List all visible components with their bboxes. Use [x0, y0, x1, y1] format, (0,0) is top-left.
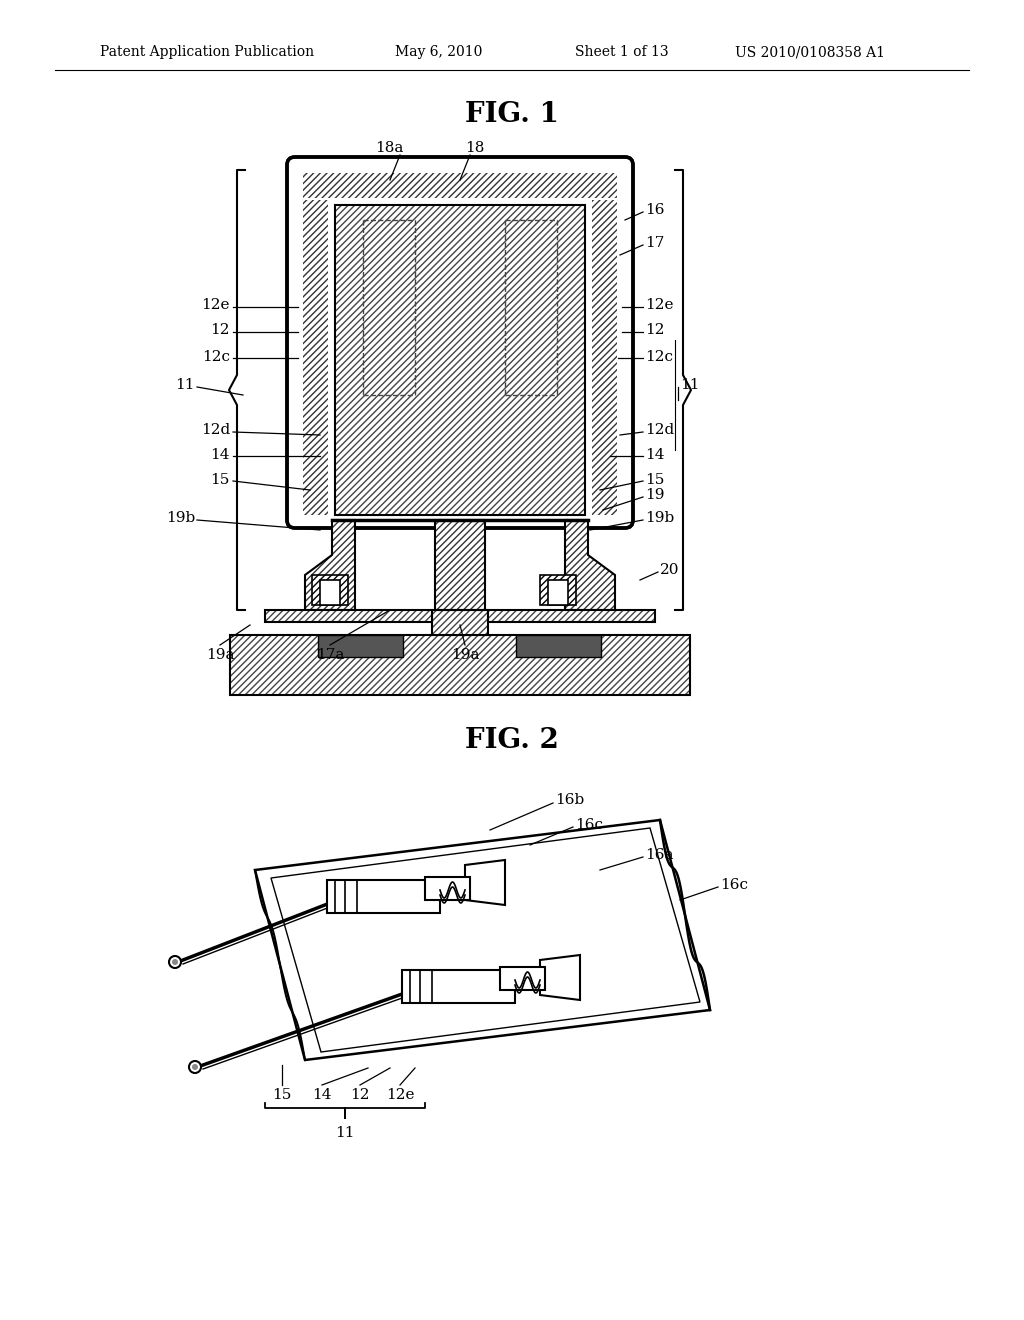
- Bar: [516, 635, 601, 657]
- Bar: [435, 520, 485, 610]
- Text: 12e: 12e: [386, 1088, 415, 1102]
- Text: 16b: 16b: [555, 793, 585, 807]
- Bar: [265, 610, 432, 622]
- Text: 19b: 19b: [166, 511, 195, 525]
- Polygon shape: [305, 520, 355, 610]
- Text: 16c: 16c: [720, 878, 748, 892]
- Text: US 2010/0108358 A1: US 2010/0108358 A1: [735, 45, 885, 59]
- Text: 15: 15: [211, 473, 230, 487]
- Text: 17a: 17a: [315, 648, 344, 663]
- Text: 11: 11: [175, 378, 195, 392]
- Bar: [488, 610, 655, 622]
- Text: May 6, 2010: May 6, 2010: [395, 45, 482, 59]
- Text: 12d: 12d: [645, 422, 674, 437]
- Bar: [303, 201, 328, 515]
- Bar: [230, 635, 690, 696]
- Polygon shape: [255, 820, 710, 1060]
- Bar: [230, 635, 690, 696]
- Bar: [548, 579, 568, 605]
- Text: 12: 12: [211, 323, 230, 337]
- Text: 16: 16: [645, 203, 665, 216]
- Bar: [500, 968, 545, 990]
- Text: 15: 15: [645, 473, 665, 487]
- Text: 20: 20: [660, 564, 680, 577]
- Bar: [435, 520, 485, 610]
- Text: 14: 14: [211, 447, 230, 462]
- Text: 19a: 19a: [451, 648, 479, 663]
- Circle shape: [172, 960, 178, 965]
- Text: 18a: 18a: [375, 141, 403, 154]
- Bar: [327, 880, 440, 913]
- Bar: [335, 205, 585, 515]
- Bar: [402, 970, 515, 1003]
- Bar: [432, 610, 488, 635]
- Text: 12: 12: [645, 323, 665, 337]
- Bar: [318, 635, 403, 657]
- Text: 19a: 19a: [206, 648, 234, 663]
- Polygon shape: [540, 954, 580, 1001]
- Text: 11: 11: [335, 1126, 354, 1140]
- Text: 11: 11: [680, 378, 699, 392]
- Text: 15: 15: [272, 1088, 292, 1102]
- Text: Patent Application Publication: Patent Application Publication: [100, 45, 314, 59]
- Text: 12e: 12e: [645, 298, 674, 312]
- Polygon shape: [565, 520, 615, 610]
- Text: FIG. 1: FIG. 1: [465, 102, 559, 128]
- Bar: [432, 610, 488, 635]
- Text: 12d: 12d: [201, 422, 230, 437]
- Bar: [540, 576, 575, 605]
- Text: 19b: 19b: [645, 511, 674, 525]
- Bar: [312, 576, 348, 605]
- Text: 14: 14: [312, 1088, 332, 1102]
- Circle shape: [193, 1064, 198, 1071]
- Text: 16a: 16a: [645, 847, 674, 862]
- Text: 18: 18: [465, 141, 484, 154]
- Text: 19: 19: [645, 488, 665, 502]
- Text: 12e: 12e: [202, 298, 230, 312]
- Text: 12c: 12c: [645, 350, 673, 364]
- Bar: [303, 173, 617, 198]
- Text: 17: 17: [645, 236, 665, 249]
- Text: 12: 12: [350, 1088, 370, 1102]
- Bar: [425, 876, 470, 900]
- Text: 12c: 12c: [202, 350, 230, 364]
- Bar: [265, 610, 432, 622]
- Text: FIG. 2: FIG. 2: [465, 726, 559, 754]
- Text: 16c: 16c: [575, 818, 603, 832]
- Bar: [319, 579, 340, 605]
- FancyBboxPatch shape: [287, 157, 633, 528]
- Bar: [592, 201, 617, 515]
- Text: 14: 14: [645, 447, 665, 462]
- Bar: [488, 610, 655, 622]
- Polygon shape: [465, 861, 505, 906]
- Text: Sheet 1 of 13: Sheet 1 of 13: [575, 45, 669, 59]
- Bar: [335, 205, 585, 515]
